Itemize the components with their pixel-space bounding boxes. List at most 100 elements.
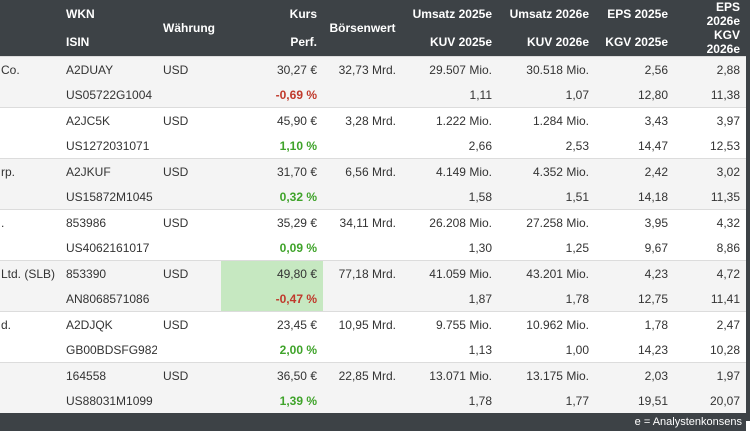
ps-2026-header[interactable]: KUV 2026e — [498, 28, 595, 57]
table-body: Co. A2DUAY USD 30,27 €32,73 Mrd. 29.507 Mio.… — [0, 56, 746, 413]
company-name[interactable] — [0, 107, 60, 133]
market-cap-cell-cont — [323, 388, 402, 413]
stock-row-primary[interactable]: . 853986 USD 35,29 €34,11 Mrd. 26.208 Mio. 27… — [0, 209, 746, 235]
pe-2025-cell: 12,75 — [595, 286, 674, 312]
ps-2025-cell: 1,87 — [402, 286, 498, 312]
company-name[interactable]: Ltd. (SLB) — [0, 260, 60, 286]
revenue-2026-header[interactable]: Umsatz 2026e — [498, 0, 595, 28]
eps-2026-cell: 4,72 — [674, 260, 746, 286]
price-cell: 49,80 € — [221, 260, 323, 286]
stock-row-secondary[interactable]: AN8068571086 -0,47 % 1,87 1,78 12,75 11,41 — [0, 286, 746, 312]
stock-row-secondary[interactable]: US1272031071 1,10 % 2,66 2,53 14,47 12,53 — [0, 133, 746, 159]
stock-row-primary[interactable]: d. A2DJQK USD 23,45 €10,95 Mrd. 9.755 Mio. 10… — [0, 311, 746, 337]
company-name[interactable]: . — [0, 209, 60, 235]
eps-2026-cell: 2,88 — [674, 56, 746, 82]
stock-row-secondary[interactable]: US15872M1045 0,32 % 1,58 1,51 14,18 11,35 — [0, 184, 746, 210]
ps-2025-header[interactable]: KUV 2025e — [402, 28, 498, 57]
stock-row-primary[interactable]: Co. A2DUAY USD 30,27 €32,73 Mrd. 29.507 Mio.… — [0, 56, 746, 82]
price-header[interactable]: Kurs — [221, 0, 323, 28]
isin-cell: US05722G1004 — [60, 82, 157, 108]
stock-row-primary[interactable]: A2JC5K USD 45,90 €3,28 Mrd. 1.222 Mio. 1.284… — [0, 107, 746, 133]
eps-2026-header[interactable]: EPS 2026e — [674, 0, 746, 28]
price-cell: 23,45 € — [221, 311, 323, 337]
revenue-2025-cell: 1.222 Mio. — [402, 107, 498, 133]
table-header: WKN Währung Kurs Börsenwert Umsatz 2025e… — [0, 0, 746, 57]
currency-cell: USD — [157, 362, 221, 388]
performance-cell: 1,10 % — [279, 138, 317, 153]
pe-2026-header[interactable]: KGV 2026e — [674, 28, 746, 57]
stock-row-primary[interactable]: 164558 USD 36,50 €22,85 Mrd. 13.071 Mio. 13.… — [0, 362, 746, 388]
eps-2025-cell: 2,56 — [595, 56, 674, 82]
isin-header[interactable]: ISIN — [60, 28, 157, 57]
market-cap-cell: 77,18 Mrd. — [323, 260, 402, 286]
company-name[interactable]: d. — [0, 311, 60, 337]
company-name[interactable] — [0, 362, 60, 388]
currency-cell: USD — [157, 158, 221, 184]
revenue-2025-cell: 9.755 Mio. — [402, 311, 498, 337]
eps-2026-cell: 3,97 — [674, 107, 746, 133]
stock-row-secondary[interactable]: US4062161017 0,09 % 1,30 1,25 9,67 8,86 — [0, 235, 746, 261]
market-cap-cell: 32,73 Mrd. — [323, 56, 402, 82]
wkn-cell: 853986 — [60, 209, 157, 235]
ps-2025-cell: 2,66 — [402, 133, 498, 159]
stock-row-secondary[interactable]: US05722G1004 -0,69 % 1,11 1,07 12,80 11,38 — [0, 82, 746, 108]
currency-cell: USD — [157, 209, 221, 235]
eps-2025-cell: 2,42 — [595, 158, 674, 184]
eps-2025-cell: 3,95 — [595, 209, 674, 235]
scrollbar-edge[interactable] — [746, 0, 750, 421]
wkn-header[interactable]: WKN — [60, 0, 157, 28]
ps-2025-cell: 1,11 — [402, 82, 498, 108]
stock-row-primary[interactable]: Ltd. (SLB) 853390 USD 49,80 €77,18 Mrd. 41.0… — [0, 260, 746, 286]
performance-cell: 0,09 % — [279, 240, 317, 255]
ps-2026-cell: 2,53 — [498, 133, 595, 159]
market-cap-cell-cont — [323, 133, 402, 159]
market-cap-cell: 34,11 Mrd. — [323, 209, 402, 235]
performance-header[interactable]: Perf. — [221, 28, 323, 57]
wkn-cell: A2JKUF — [60, 158, 157, 184]
revenue-2025-cell: 4.149 Mio. — [402, 158, 498, 184]
company-name-cont — [0, 184, 60, 210]
market-cap-cell-cont — [323, 337, 402, 363]
market-cap-cell: 10,95 Mrd. — [323, 311, 402, 337]
company-name[interactable]: Co. — [0, 56, 60, 82]
market-cap-cell-cont — [323, 82, 402, 108]
performance-cell: 2,00 % — [279, 342, 317, 357]
stock-row-secondary[interactable]: US88031M1099 1,39 % 1,78 1,77 19,51 20,07 — [0, 388, 746, 413]
market-cap-header[interactable]: Börsenwert — [323, 0, 402, 57]
revenue-2025-cell: 13.071 Mio. — [402, 362, 498, 388]
currency-cell: USD — [157, 260, 221, 286]
currency-cell-cont — [157, 235, 221, 261]
pe-2025-cell: 12,80 — [595, 82, 674, 108]
revenue-2025-header[interactable]: Umsatz 2025e — [402, 0, 498, 28]
company-name-cont — [0, 286, 60, 312]
eps-2026-cell: 1,97 — [674, 362, 746, 388]
eps-2026-cell: 2,47 — [674, 311, 746, 337]
pe-2025-header[interactable]: KGV 2025e — [595, 28, 674, 57]
market-cap-cell: 3,28 Mrd. — [323, 107, 402, 133]
revenue-2026-cell: 10.962 Mio. — [498, 311, 595, 337]
currency-header[interactable]: Währung — [157, 0, 221, 57]
currency-cell-cont — [157, 184, 221, 210]
ps-2025-cell: 1,30 — [402, 235, 498, 261]
pe-2026-cell: 11,35 — [674, 184, 746, 210]
ps-2026-cell: 1,78 — [498, 286, 595, 312]
currency-cell-cont — [157, 286, 221, 312]
pe-2026-cell: 8,86 — [674, 235, 746, 261]
revenue-2026-cell: 13.175 Mio. — [498, 362, 595, 388]
ps-2025-cell: 1,58 — [402, 184, 498, 210]
stock-row-primary[interactable]: rp. A2JKUF USD 31,70 €6,56 Mrd. 4.149 Mio. 4.… — [0, 158, 746, 184]
revenue-2025-cell: 26.208 Mio. — [402, 209, 498, 235]
eps-2025-header[interactable]: EPS 2025e — [595, 0, 674, 28]
wkn-cell: A2JC5K — [60, 107, 157, 133]
pe-2025-cell: 14,23 — [595, 337, 674, 363]
currency-cell: USD — [157, 107, 221, 133]
currency-cell-cont — [157, 133, 221, 159]
eps-2026-cell: 3,02 — [674, 158, 746, 184]
price-cell: 35,29 € — [221, 209, 323, 235]
stock-row-secondary[interactable]: GB00BDSFG982 2,00 % 1,13 1,00 14,23 10,28 — [0, 337, 746, 363]
revenue-2025-cell: 41.059 Mio. — [402, 260, 498, 286]
wkn-cell: A2DUAY — [60, 56, 157, 82]
company-name-cont — [0, 133, 60, 159]
company-name[interactable]: rp. — [0, 158, 60, 184]
market-cap-cell: 6,56 Mrd. — [323, 158, 402, 184]
